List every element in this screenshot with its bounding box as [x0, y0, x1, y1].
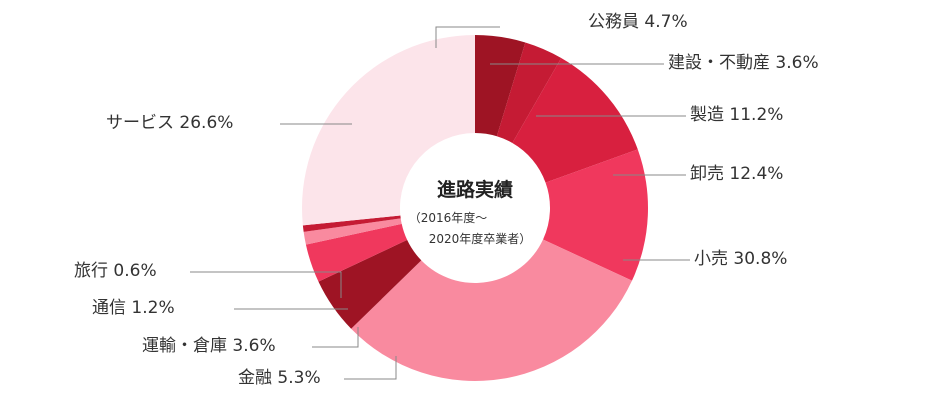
donut-slices — [302, 35, 649, 381]
slice-label-6: 金融 5.3% — [238, 368, 321, 388]
slice-labels: 公務員 4.7% 建設・不動産 3.6% 製造 11.2% 卸売 12.4% 小売 30… — [74, 12, 819, 388]
slice-label-1: 公務員 4.7% — [588, 12, 688, 32]
slice-2 — [496, 42, 562, 143]
chart-subtitle-line2: 2020年度卒業者） — [429, 231, 532, 246]
slice-label-7: 運輸・倉庫 3.6% — [142, 336, 276, 356]
slice-3 — [512, 57, 638, 183]
slice-label-4: 卸売 12.4% — [690, 164, 783, 184]
leader-lines — [190, 26, 690, 380]
slice-6 — [318, 239, 422, 329]
slice-10 — [302, 35, 475, 226]
leader-line-1 — [435, 26, 500, 48]
slice-label-10: サービス 26.6% — [106, 113, 233, 133]
slice-label-5: 小売 30.8% — [694, 249, 787, 269]
leader-line-7 — [312, 327, 359, 348]
center-caption: 進路実績 （2016年度〜 2020年度卒業者） — [409, 178, 532, 246]
slice-1 — [475, 35, 526, 137]
slice-label-3: 製造 11.2% — [690, 105, 783, 125]
slice-8 — [303, 218, 402, 245]
slice-7 — [305, 223, 408, 282]
chart-subtitle-line1: （2016年度〜 — [409, 210, 488, 225]
chart-title: 進路実績 — [437, 178, 513, 201]
slice-5 — [351, 239, 632, 381]
slice-label-8: 通信 1.2% — [92, 298, 175, 318]
leader-line-9 — [190, 271, 342, 298]
slice-4 — [543, 149, 649, 281]
leader-line-6 — [344, 356, 397, 380]
slice-label-9: 旅行 0.6% — [74, 261, 157, 281]
slice-9 — [302, 215, 401, 232]
slice-label-2: 建設・不動産 3.6% — [668, 53, 819, 73]
